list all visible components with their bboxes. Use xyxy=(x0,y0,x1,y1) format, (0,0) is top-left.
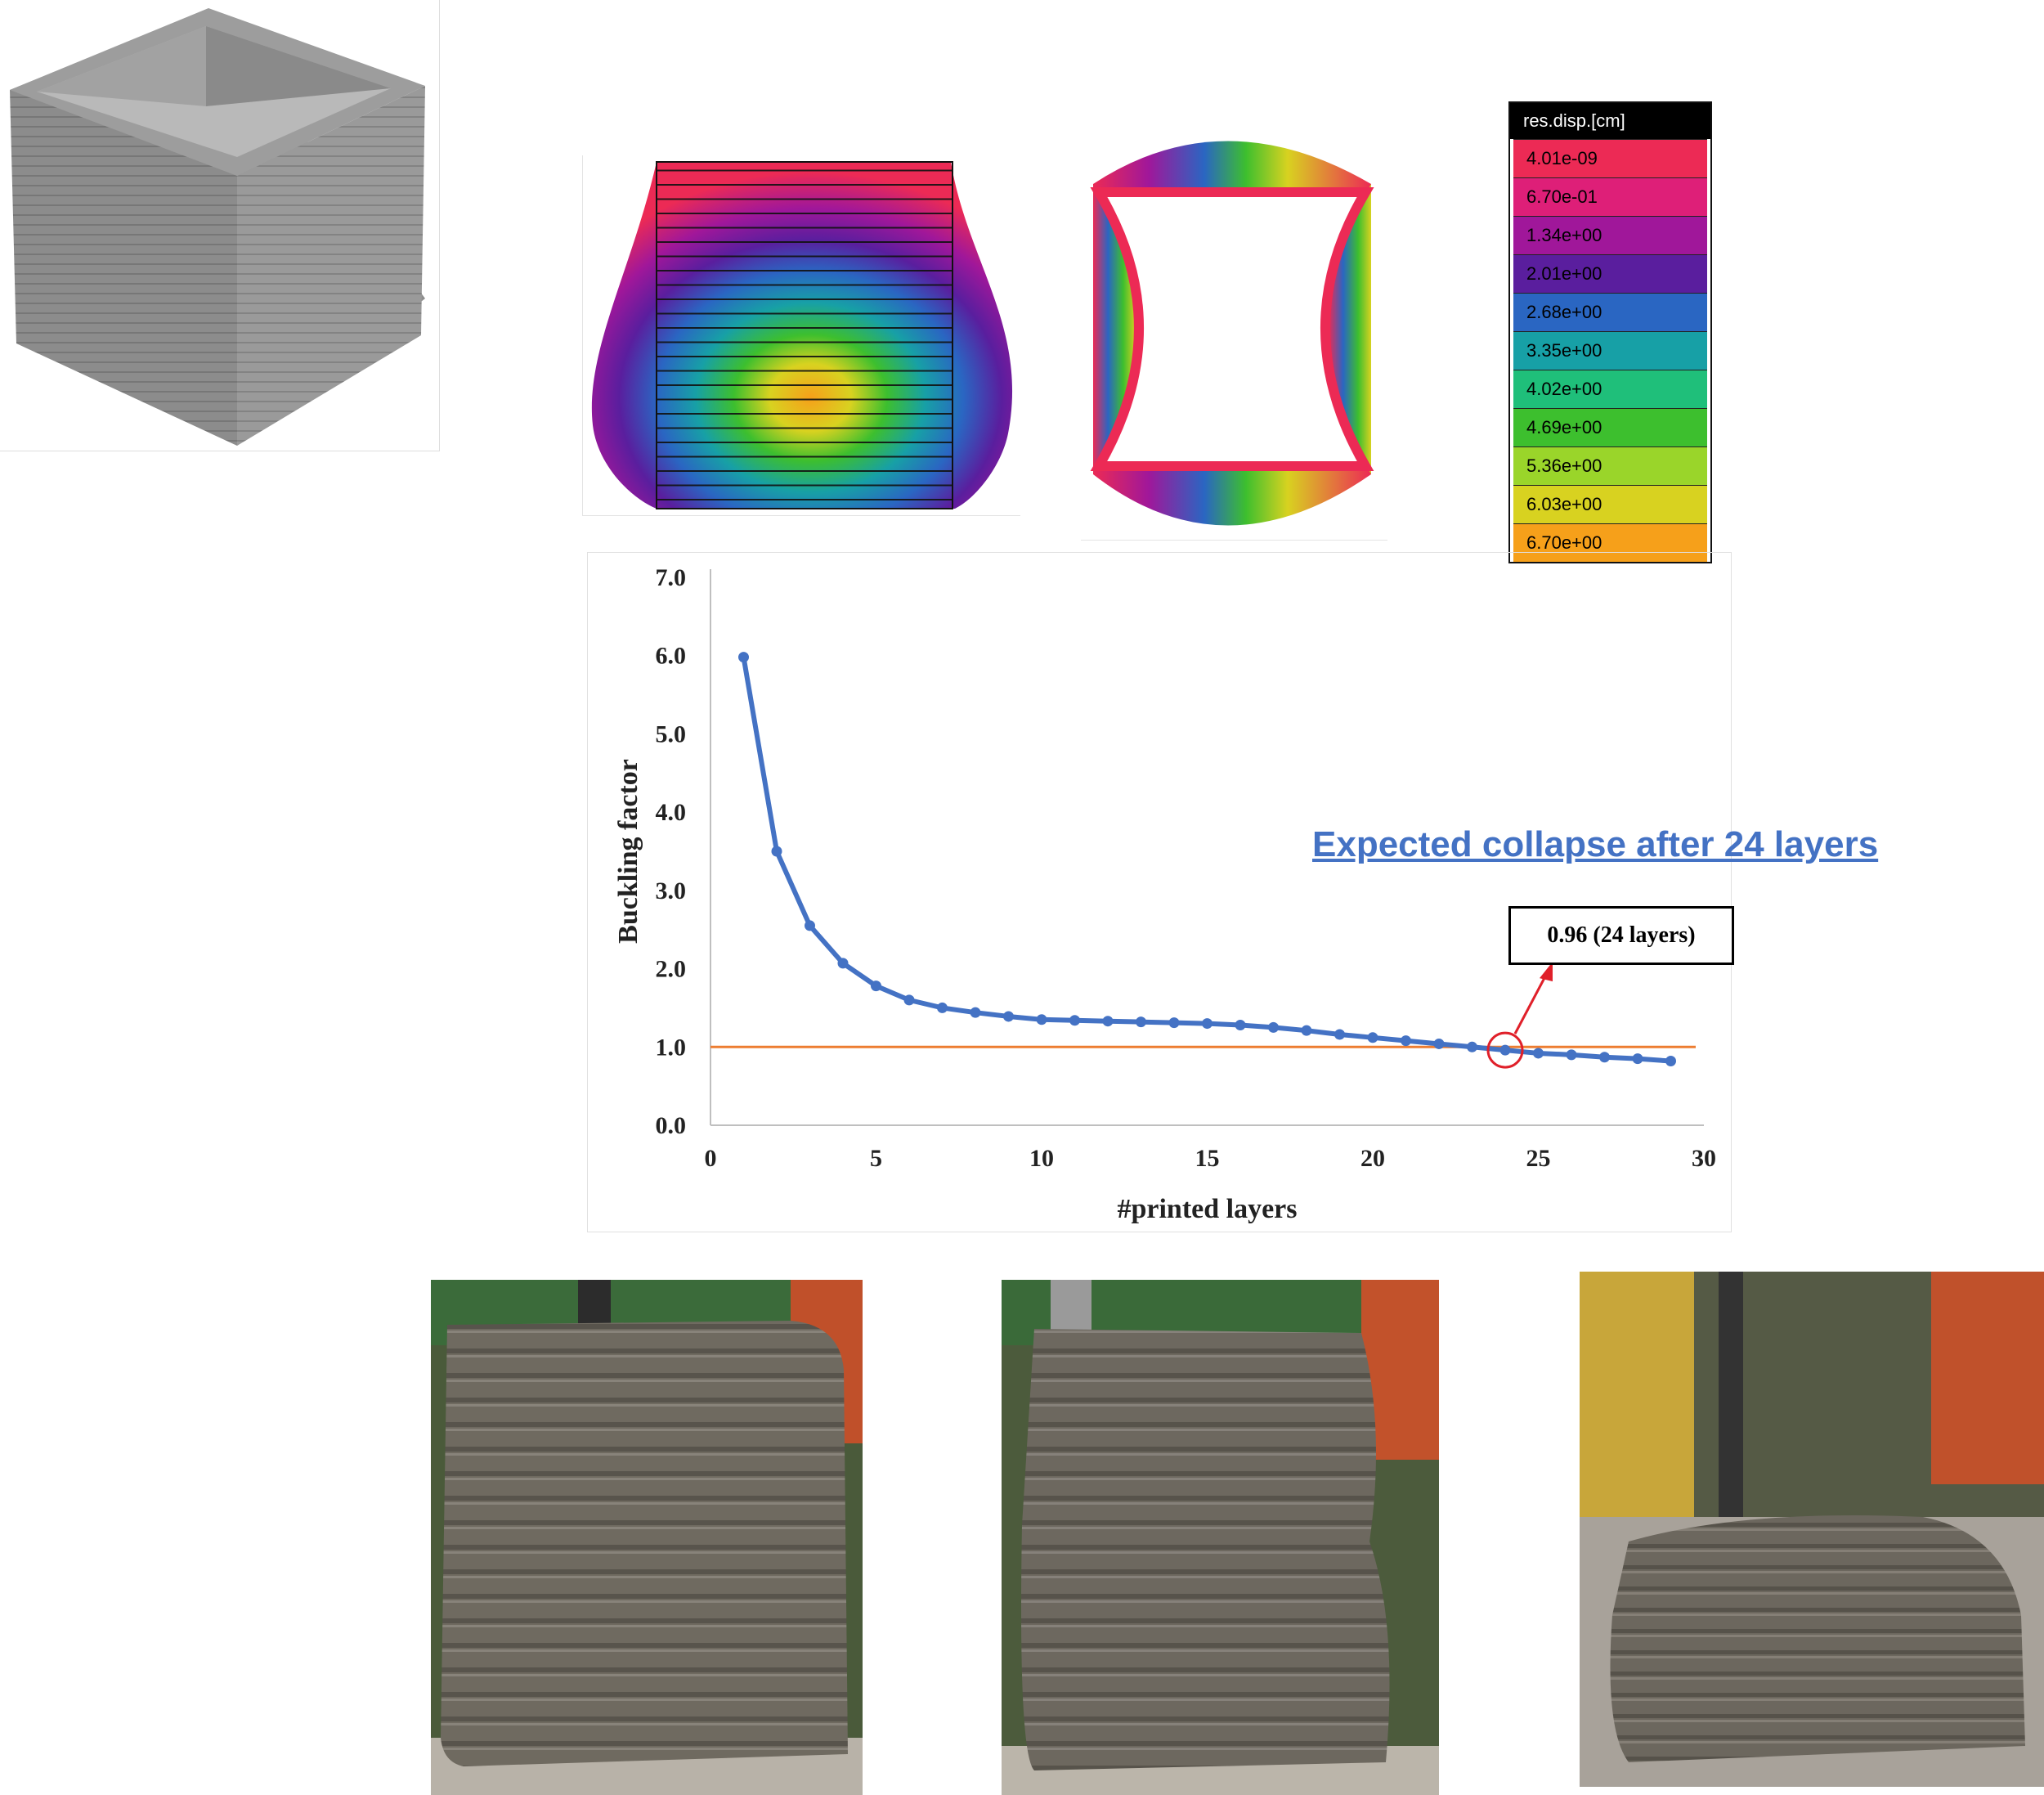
collapse-annotation: Expected collapse after 24 layers xyxy=(1312,824,1879,864)
legend-item: 2.68e+00 xyxy=(1513,293,1707,331)
legend-item: 6.70e-01 xyxy=(1513,177,1707,216)
y-axis-label: Buckling factor xyxy=(613,759,643,944)
y-tick-label: 0.0 xyxy=(656,1112,687,1139)
buckling-mode-side-view xyxy=(582,155,1020,516)
cube-model-render xyxy=(0,0,440,451)
data-point xyxy=(1168,1017,1180,1029)
photo-printing-intact xyxy=(431,1280,863,1795)
data-point xyxy=(1069,1015,1080,1026)
y-tick-label: 4.0 xyxy=(656,799,687,826)
y-tick-label: 5.0 xyxy=(656,720,687,747)
data-point xyxy=(970,1007,981,1018)
data-point xyxy=(937,1002,948,1013)
data-point xyxy=(1003,1011,1014,1022)
data-point xyxy=(805,920,815,931)
buckling-mode-top-view xyxy=(1081,141,1387,541)
x-tick-label: 10 xyxy=(1029,1145,1054,1172)
x-tick-label: 25 xyxy=(1526,1145,1551,1172)
data-point xyxy=(1036,1014,1047,1025)
x-tick-label: 15 xyxy=(1195,1145,1220,1172)
data-point xyxy=(1367,1032,1378,1043)
data-point xyxy=(1136,1016,1146,1028)
photo-printing-deforming xyxy=(1002,1280,1439,1795)
data-point xyxy=(1533,1048,1544,1059)
legend-item: 2.01e+00 xyxy=(1513,254,1707,293)
legend-item: 4.02e+00 xyxy=(1513,370,1707,408)
legend-item: 1.34e+00 xyxy=(1513,216,1707,254)
data-point xyxy=(1202,1018,1213,1030)
buckling-factor-chart: 0.0 1.0 2.0 3.0 4.0 5.0 6.0 7.0 0 5 10 15 20 25 30 #pri… xyxy=(613,564,1716,1224)
y-tick-label: 7.0 xyxy=(656,564,687,591)
x-tick-label: 20 xyxy=(1360,1145,1385,1172)
y-tick-label: 2.0 xyxy=(656,956,687,983)
photo-collapsed-structure xyxy=(1580,1272,2044,1787)
data-point xyxy=(871,981,881,992)
data-point xyxy=(1268,1021,1279,1033)
data-point xyxy=(738,652,749,663)
data-point xyxy=(771,846,782,857)
legend-item: 3.35e+00 xyxy=(1513,331,1707,370)
data-point xyxy=(1433,1038,1445,1049)
x-tick-label: 5 xyxy=(870,1145,882,1172)
x-tick-label: 30 xyxy=(1692,1145,1716,1172)
x-axis-label: #printed layers xyxy=(1117,1194,1297,1224)
x-tick-label: 0 xyxy=(705,1145,717,1172)
data-point xyxy=(1301,1025,1312,1036)
y-tick-label: 6.0 xyxy=(656,643,687,670)
legend-item: 6.03e+00 xyxy=(1513,485,1707,523)
data-point xyxy=(1665,1056,1676,1067)
data-point xyxy=(1102,1016,1114,1027)
chart-panel: 0.0 1.0 2.0 3.0 4.0 5.0 6.0 7.0 0 5 10 15 20 25 30 #pri… xyxy=(587,552,1732,1232)
data-point xyxy=(1401,1035,1411,1047)
data-point xyxy=(1632,1053,1643,1065)
data-point xyxy=(1235,1019,1246,1030)
legend-item: 6.70e+00 xyxy=(1513,523,1707,562)
highlight-arrowhead xyxy=(1540,962,1553,982)
data-point xyxy=(903,994,915,1006)
data-point xyxy=(1599,1052,1610,1063)
displacement-legend: res.disp.[cm] 4.01e-09 6.70e-01 1.34e+00 2.… xyxy=(1508,101,1712,563)
legend-item: 5.36e+00 xyxy=(1513,447,1707,485)
data-point xyxy=(1566,1049,1577,1061)
legend-rows: 4.01e-09 6.70e-01 1.34e+00 2.01e+00 2.68e+00… xyxy=(1510,139,1710,562)
data-point xyxy=(1499,1044,1511,1056)
data-point xyxy=(837,958,849,969)
data-point xyxy=(1467,1041,1477,1052)
collapse-callout: 0.96 (24 layers) xyxy=(1508,906,1734,965)
legend-item: 4.01e-09 xyxy=(1513,139,1707,177)
highlight-arrow xyxy=(1513,974,1548,1034)
y-tick-label: 3.0 xyxy=(656,877,687,904)
y-tick-label: 1.0 xyxy=(656,1034,687,1061)
legend-item: 4.69e+00 xyxy=(1513,408,1707,447)
legend-title: res.disp.[cm] xyxy=(1510,103,1710,139)
data-point xyxy=(1334,1029,1345,1040)
highlight-circle xyxy=(1486,1031,1524,1069)
